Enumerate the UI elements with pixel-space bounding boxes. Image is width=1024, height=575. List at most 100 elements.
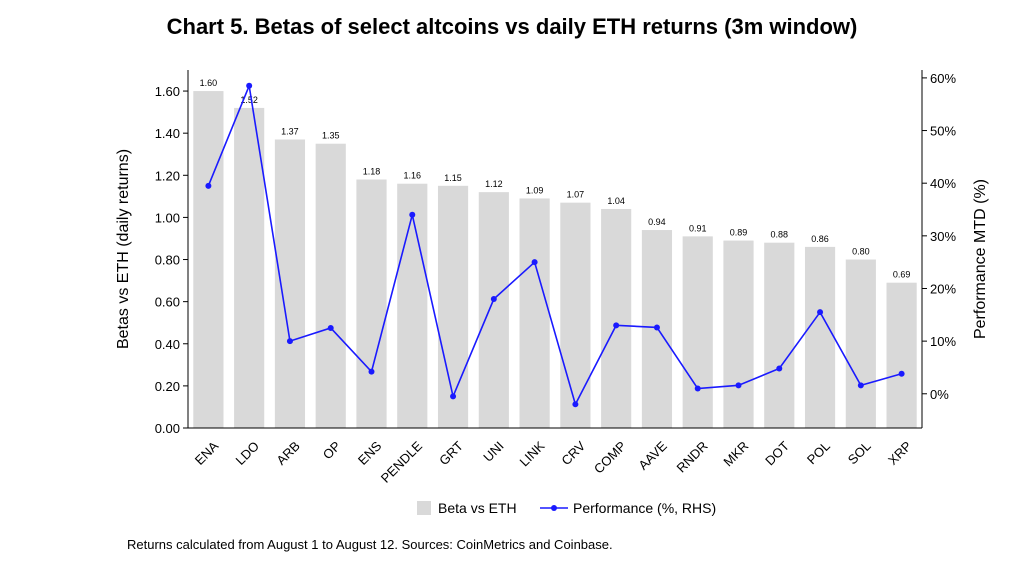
bar-dot [764,242,795,428]
y-axis-label: Betas vs ETH (daily returns) [115,149,132,349]
x-tick-label-sol: SOL [845,438,874,467]
bar-pendle [397,183,428,428]
footnote: Returns calculated from August 1 to Augu… [127,537,613,552]
y2-tick-label: 50% [930,124,956,139]
bar-label-xrp: 0.69 [893,270,911,280]
axes-layer: 0.00 0.20 0.40 0.60 0.80 1.00 1.20 1.40 1.60 0% 10… [155,70,956,436]
performance-point-rndr [694,385,701,392]
performance-point-xrp [898,370,905,377]
bar-label-grt: 1.15 [444,173,462,183]
bar-label-dot: 0.88 [771,230,789,240]
performance-point-ldo [246,82,253,89]
x-tick-label-comp: COMP [591,438,629,476]
bar-comp [601,208,632,428]
bar-ens [356,179,387,428]
performance-point-pol [817,309,824,316]
x-tick-label-op: OP [320,438,344,462]
bar-label-pendle: 1.16 [404,171,422,181]
bar-ldo [234,107,265,428]
bar-crv [560,202,591,428]
performance-point-ens [368,368,375,375]
y-tick-label: 0.80 [155,253,180,268]
chart-title: Chart 5. Betas of select altcoins vs dai… [166,14,858,39]
x-tick-label-aave: AAVE [635,438,670,473]
performance-point-arb [286,338,293,345]
bar-link [519,198,550,428]
bar-xrp [886,282,917,428]
y2-tick-label: 30% [930,229,956,244]
y-tick-label: 0.20 [155,379,180,394]
bar-arb [274,139,306,428]
bar-label-crv: 1.07 [567,190,585,200]
y-tick-label: 1.20 [155,168,180,183]
performance-point-pendle [409,211,416,218]
performance-point-crv [572,401,579,408]
bar-pol [804,246,836,428]
bar-label-op: 1.35 [322,131,340,141]
x-tick-label-arb: ARB [273,438,303,468]
bar-label-pol: 0.86 [811,234,829,244]
y-tick-label: 1.60 [155,84,180,99]
y-tick-label: 1.40 [155,126,180,141]
performance-point-dot [776,365,783,372]
performance-point-mkr [735,382,742,389]
x-tick-label-pendle: PENDLE [378,438,426,486]
performance-point-op [327,324,334,331]
bar-label-ena: 1.60 [200,78,218,88]
y-tick-label: 0.00 [155,421,180,436]
x-tick-label-ldo: LDO [233,438,263,468]
x-tick-label-mkr: MKR [720,438,751,469]
bars-layer [193,91,917,429]
bar-label-ens: 1.18 [363,167,381,177]
performance-point-comp [613,322,620,329]
legend-bar-swatch [417,501,431,515]
bar-labels-layer: 1.60 1.52 1.37 1.35 1.18 1.16 1.15 1.12 1.09 1.07… [200,78,911,280]
y2-tick-label: 20% [930,281,956,296]
x-tick-label-dot: DOT [762,438,792,468]
y2-tick-label: 40% [930,176,956,191]
x-tick-label-pol: POL [804,438,833,467]
bar-ena [193,91,224,428]
y-tick-label: 1.00 [155,210,180,225]
bar-uni [478,192,509,428]
performance-point-ena [205,182,212,189]
bar-rndr [682,236,713,428]
bar-label-aave: 0.94 [648,217,666,227]
bar-label-rndr: 0.91 [689,223,707,233]
y-tick-label: 0.60 [155,295,180,310]
x-tick-label-ena: ENA [192,438,222,468]
bar-grt [437,185,469,428]
y2-tick-label: 0% [930,387,949,402]
legend-bar-label: Beta vs ETH [438,500,517,516]
x-tick-label-ens: ENS [355,438,385,468]
bar-mkr [723,240,754,428]
performance-line [207,82,902,407]
performance-point-uni [490,296,497,303]
x-tick-label-link: LINK [516,438,547,469]
bar-op [315,143,346,429]
bar-label-arb: 1.37 [281,126,299,136]
y2-axis-label: Performance MTD (%) [972,179,989,339]
legend-line-label: Performance (%, RHS) [573,500,716,516]
line-layer [205,82,905,408]
y2-tick-label: 10% [930,334,956,349]
bar-label-link: 1.09 [526,185,544,195]
bar-label-uni: 1.12 [485,179,503,189]
x-tick-label-grt: GRT [436,438,466,468]
bar-label-mkr: 0.89 [730,228,748,238]
bar-sol [845,259,876,428]
performance-point-grt [450,393,457,400]
performance-point-link [531,259,538,266]
performance-point-sol [857,382,864,389]
legend-line-dot [551,505,557,511]
x-tick-label-uni: UNI [480,438,506,464]
x-tick-label-rndr: RNDR [673,438,710,475]
legend: Beta vs ETH Performance (%, RHS) [417,500,716,516]
bar-label-comp: 1.04 [607,196,625,206]
y2-tick-label: 60% [930,71,956,86]
bar-label-ldo: 1.52 [240,95,258,105]
x-tick-label-crv: CRV [558,438,588,468]
x-tick-label-xrp: XRP [885,438,915,468]
